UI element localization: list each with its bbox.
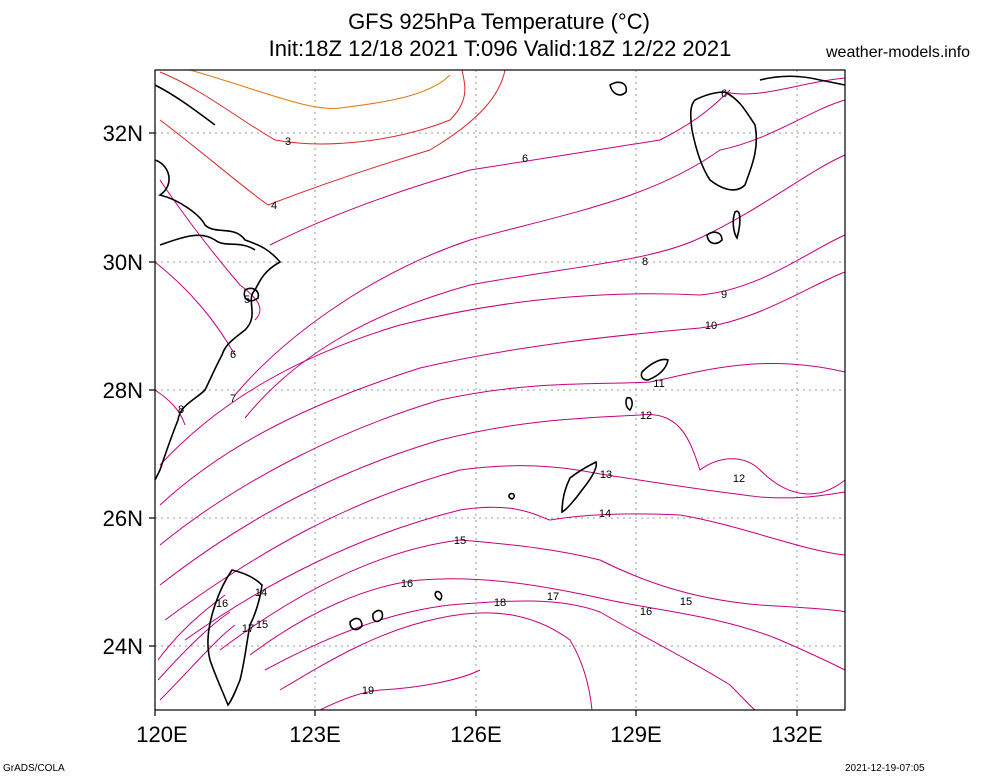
isotherm-10 <box>159 271 846 506</box>
isotherm-14 <box>184 506 846 641</box>
contour-label: 15 <box>454 535 466 547</box>
isotherm-16 <box>249 578 846 671</box>
footer-timestamp: 2021-12-19-07:05 <box>845 763 925 774</box>
isotherm-near-taiwan-c <box>159 624 236 701</box>
contour-label: 12 <box>640 410 652 422</box>
isotherm-3 <box>159 69 466 145</box>
contour-label: 6 <box>522 153 528 165</box>
isotherm-7 <box>234 99 846 396</box>
isotherm-8-west <box>154 389 186 426</box>
site-watermark: weather-models.info <box>826 44 971 61</box>
island-amami <box>640 358 669 381</box>
contour-label: 7 <box>230 393 236 405</box>
island-kumejima <box>508 492 515 500</box>
isotherm-13 <box>164 465 846 621</box>
coast-korea <box>154 84 216 126</box>
contour-label: 15 <box>680 596 692 608</box>
lon-label: 126E <box>450 722 501 747</box>
island-yakushima <box>706 231 723 245</box>
contour-label: 14 <box>599 508 611 520</box>
isotherm-11 <box>159 362 846 546</box>
isotherm-4 <box>159 69 506 206</box>
tick-marks <box>149 132 798 716</box>
contour-label: 8 <box>178 404 184 416</box>
island-okinawa <box>561 460 598 514</box>
chart-title: GFS 925hPa Temperature (°C) <box>348 9 650 34</box>
isotherm-17 <box>264 600 756 711</box>
lon-label: 132E <box>771 722 822 747</box>
isotherm-orange <box>189 69 451 109</box>
isotherm-5-west <box>159 179 261 321</box>
isotherm-9 <box>159 234 846 466</box>
island-tokunoshima <box>625 396 633 412</box>
isotherm-6-east <box>724 77 846 95</box>
contour-label: 11 <box>653 378 664 390</box>
contour-label: 14 <box>255 587 267 599</box>
lat-label: 24N <box>103 634 143 659</box>
contour-label: 5 <box>244 294 250 306</box>
island-ishigaki <box>349 617 363 631</box>
coast-shanghai <box>159 234 256 251</box>
lat-label: 28N <box>103 378 143 403</box>
isotherm-near-taiwan-a <box>157 594 226 661</box>
island-miyako <box>434 590 443 601</box>
isotherm-near-taiwan-b <box>157 611 231 681</box>
lon-label: 123E <box>289 722 340 747</box>
contour-label: 9 <box>721 289 727 301</box>
contour-label: 8 <box>642 256 648 268</box>
contour-label: 19 <box>362 685 374 697</box>
contour-label: 12 <box>733 473 745 485</box>
contour-label: 16 <box>401 578 413 590</box>
lon-axis-labels: 120E 123E 126E 129E 132E <box>136 722 822 747</box>
contour-label: 18 <box>494 597 506 609</box>
contour-label: 4 <box>271 200 277 212</box>
coast-shikoku <box>759 75 846 86</box>
lat-label: 32N <box>103 121 143 146</box>
isotherm-contours <box>154 69 846 711</box>
coast-jeju <box>609 81 628 96</box>
isotherm-6-west <box>154 261 236 356</box>
island-chusan <box>243 287 260 302</box>
lat-label: 26N <box>103 506 143 531</box>
chart-subtitle: Init:18Z 12/18 2021 T:096 Valid:18Z 12/2… <box>268 36 732 61</box>
contour-label: 6 <box>721 88 727 100</box>
lat-axis-labels: 32N 30N 28N 26N 24N <box>103 121 143 659</box>
lon-label: 120E <box>136 722 187 747</box>
isotherm-8-east <box>244 154 846 419</box>
coast-taiwan <box>207 569 263 707</box>
lat-label: 30N <box>103 250 143 275</box>
isotherm-18 <box>279 612 593 711</box>
contour-label: 6 <box>230 349 236 361</box>
contour-label: 10 <box>705 320 717 332</box>
isotherm-6-north <box>269 89 731 246</box>
coast-kyushu <box>689 91 758 191</box>
contour-label: 16 <box>640 606 652 618</box>
footer-software: GrADS/COLA <box>3 763 65 774</box>
isotherm-19 <box>319 669 481 711</box>
coast-china <box>154 159 282 481</box>
contour-label: 13 <box>600 469 612 481</box>
contour-label: 17 <box>547 591 559 603</box>
contour-label: 16 <box>216 598 228 610</box>
coastlines <box>154 75 846 707</box>
contour-label: 15 <box>256 619 268 631</box>
island-tanegashima <box>732 210 741 240</box>
contour-label: 17 <box>242 623 254 635</box>
contour-labels: 3 4 5 6 6 6 7 8 8 9 10 11 12 12 13 14 14… <box>178 88 745 697</box>
isotherm-15 <box>219 539 846 651</box>
lon-label: 129E <box>610 722 661 747</box>
island-iriomote <box>372 609 384 623</box>
contour-label: 3 <box>285 136 291 148</box>
isotherm-12 <box>159 413 846 586</box>
